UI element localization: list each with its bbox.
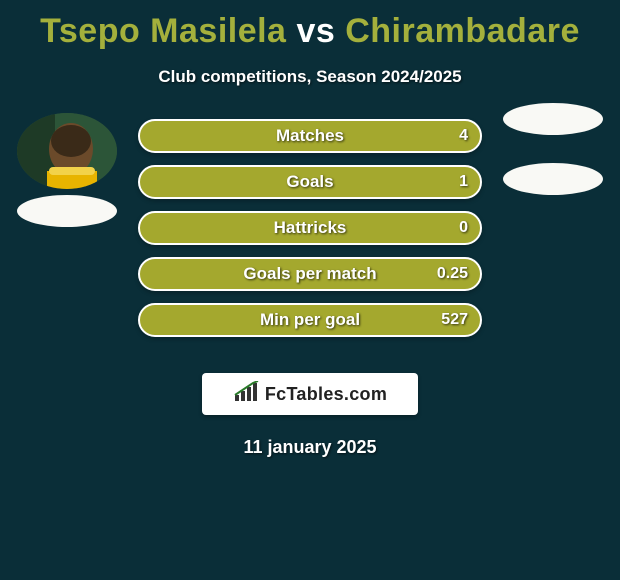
- stat-row-min-per-goal: Min per goal 527: [138, 303, 482, 337]
- stat-label: Matches: [140, 126, 480, 146]
- stat-label: Goals per match: [140, 264, 480, 284]
- player-right-jersey-top: [503, 103, 603, 135]
- title-left-player: Tsepo Masilela: [40, 12, 286, 50]
- player-right-column: [498, 113, 608, 195]
- stat-label: Goals: [140, 172, 480, 192]
- stat-row-matches: Matches 4: [138, 119, 482, 153]
- stat-label: Hattricks: [140, 218, 480, 238]
- date-label: 11 january 2025: [0, 437, 620, 458]
- stat-right-value: 0: [459, 219, 468, 237]
- stat-rows: Matches 4 Goals 1 Hattricks 0 Goals per …: [138, 119, 482, 349]
- subtitle: Club competitions, Season 2024/2025: [0, 67, 620, 87]
- player-left-column: [12, 113, 122, 227]
- player-left-avatar-image: [17, 113, 117, 189]
- stat-right-value: 0.25: [437, 265, 468, 283]
- bars-chart-icon: [233, 381, 259, 408]
- title-vs: vs: [296, 12, 335, 50]
- stat-row-goals: Goals 1: [138, 165, 482, 199]
- stat-label: Min per goal: [140, 310, 480, 330]
- brand-name: FcTables.com: [265, 384, 387, 405]
- stat-right-value: 527: [441, 311, 468, 329]
- comparison-card: Tsepo Masilela vs Chirambadare Club comp…: [0, 0, 620, 458]
- stat-right-value: 1: [459, 173, 468, 191]
- stat-row-hattricks: Hattricks 0: [138, 211, 482, 245]
- brand-badge: FcTables.com: [202, 373, 418, 415]
- title-right-player: Chirambadare: [345, 12, 580, 50]
- page-title: Tsepo Masilela vs Chirambadare: [0, 0, 620, 51]
- stat-row-goals-per-match: Goals per match 0.25: [138, 257, 482, 291]
- player-right-jersey-bottom: [503, 163, 603, 195]
- compare-area: Matches 4 Goals 1 Hattricks 0 Goals per …: [0, 113, 620, 363]
- stat-right-value: 4: [459, 127, 468, 145]
- player-left-jersey: [17, 195, 117, 227]
- player-left-avatar: [17, 113, 117, 189]
